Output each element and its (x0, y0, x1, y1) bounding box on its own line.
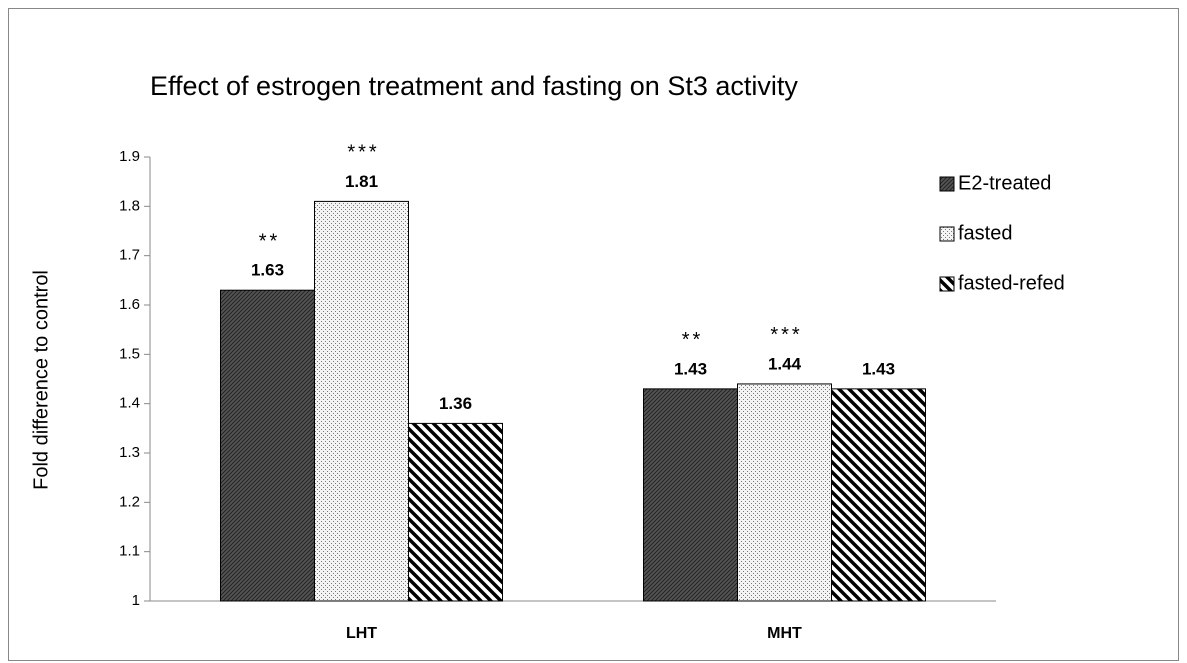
y-axis-label: Fold difference to control (30, 270, 52, 490)
x-tick-label: MHT (767, 625, 802, 642)
value-label: 1.36 (439, 394, 472, 413)
legend-label: fasted (958, 222, 1012, 244)
y-tick-label: 1.9 (119, 148, 140, 165)
legend-label: E2-treated (958, 172, 1051, 194)
bar (408, 422, 503, 602)
y-tick-label: 1.5 (119, 345, 140, 362)
bar (737, 383, 832, 602)
significance: *** (347, 142, 379, 164)
value-label: 1.63 (251, 261, 284, 280)
y-tick-label: 1.2 (119, 493, 140, 510)
legend-label: fasted-refed (958, 272, 1065, 294)
bar (220, 289, 315, 602)
chart-frame (8, 8, 1179, 661)
legend-swatch (939, 226, 955, 242)
y-tick-label: 1.4 (119, 395, 140, 412)
bar (314, 200, 409, 602)
y-tick-label: 1.3 (119, 444, 140, 461)
y-tick-label: 1.6 (119, 296, 140, 313)
significance: *** (770, 324, 802, 346)
bar (831, 388, 926, 602)
y-tick-label: 1.8 (119, 197, 140, 214)
chart-title: Effect of estrogen treatment and fasting… (150, 71, 798, 101)
y-tick-label: 1.1 (119, 543, 140, 560)
bar (643, 388, 738, 602)
value-label: 1.44 (768, 354, 802, 373)
y-tick-label: 1.7 (119, 247, 140, 264)
significance: ** (682, 329, 704, 351)
significance: ** (259, 230, 281, 252)
x-tick-label: LHT (346, 625, 377, 642)
value-label: 1.43 (674, 359, 707, 378)
value-label: 1.81 (345, 172, 378, 191)
legend-swatch (939, 176, 955, 192)
value-label: 1.43 (862, 359, 895, 378)
legend-swatch (939, 276, 955, 292)
y-tick-label: 1 (132, 592, 140, 609)
